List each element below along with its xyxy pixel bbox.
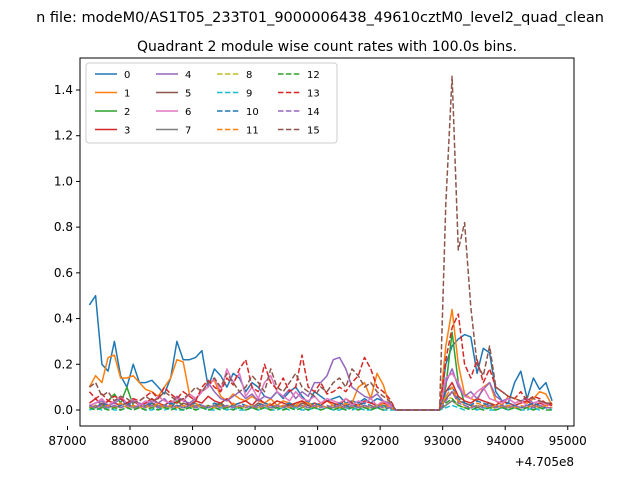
series-line-12	[89, 397, 553, 411]
x-tick-label: 95000	[549, 434, 587, 448]
series-line-0	[88, 294, 553, 411]
x-tick-label: 89000	[173, 434, 211, 448]
series-line-14	[89, 390, 553, 411]
legend-label-15: 15	[307, 126, 320, 137]
y-tick-label: 0.2	[54, 357, 73, 371]
legend-label-6: 6	[185, 107, 191, 118]
x-axis: 87000 88000 89000 90000 91000 92000 93000 94000…	[48, 426, 587, 448]
figure-suptitle: n file: modeM0/AS1T05_233T01_9000006438_…	[36, 10, 604, 26]
legend-label-4: 4	[185, 70, 191, 81]
legend-label-12: 12	[307, 70, 320, 81]
series-line-13	[88, 313, 553, 411]
plot-frame	[79, 57, 575, 427]
y-tick-label: 0.0	[54, 403, 73, 417]
x-tick-label: 90000	[236, 434, 274, 448]
legend-label-5: 5	[185, 89, 191, 100]
legend-label-11: 11	[246, 126, 259, 137]
x-tick-label: 93000	[424, 434, 462, 448]
chart-title: Quadrant 2 module wise count rates with …	[137, 39, 517, 55]
legend-label-14: 14	[307, 107, 320, 118]
x-tick-label: 92000	[361, 434, 399, 448]
legend-label-8: 8	[246, 70, 252, 81]
y-tick-label: 0.8	[54, 220, 73, 234]
x-tick-label: 91000	[299, 434, 337, 448]
x-tick-label: 94000	[486, 434, 524, 448]
legend-label-0: 0	[124, 70, 130, 81]
series-line-10	[89, 386, 553, 411]
y-tick-label: 1.4	[54, 83, 73, 97]
legend-label-13: 13	[307, 89, 320, 100]
legend-label-10: 10	[246, 107, 259, 118]
legend-label-7: 7	[185, 126, 191, 137]
legend-label-3: 3	[124, 126, 130, 137]
y-tick-label: 1.2	[54, 129, 73, 143]
series-line-1	[88, 308, 553, 411]
legend-box	[85, 62, 338, 144]
y-axis: 0.0 0.2 0.4 0.6 0.8 1.0 1.2 1.4	[54, 83, 80, 417]
legend-label-2: 2	[124, 107, 130, 118]
series-line-15	[88, 75, 553, 411]
y-tick-label: 1.0	[54, 174, 73, 188]
y-tick-label: 0.4	[54, 312, 73, 326]
series-line-6	[89, 368, 553, 411]
series-layer	[88, 75, 553, 411]
x-tick-label: 87000	[48, 434, 86, 448]
x-tick-label: 88000	[111, 434, 149, 448]
y-tick-label: 0.6	[54, 266, 73, 280]
x-axis-offset-label: +4.705e8	[515, 455, 574, 469]
legend-label-9: 9	[246, 89, 252, 100]
legend-label-1: 1	[124, 89, 130, 100]
